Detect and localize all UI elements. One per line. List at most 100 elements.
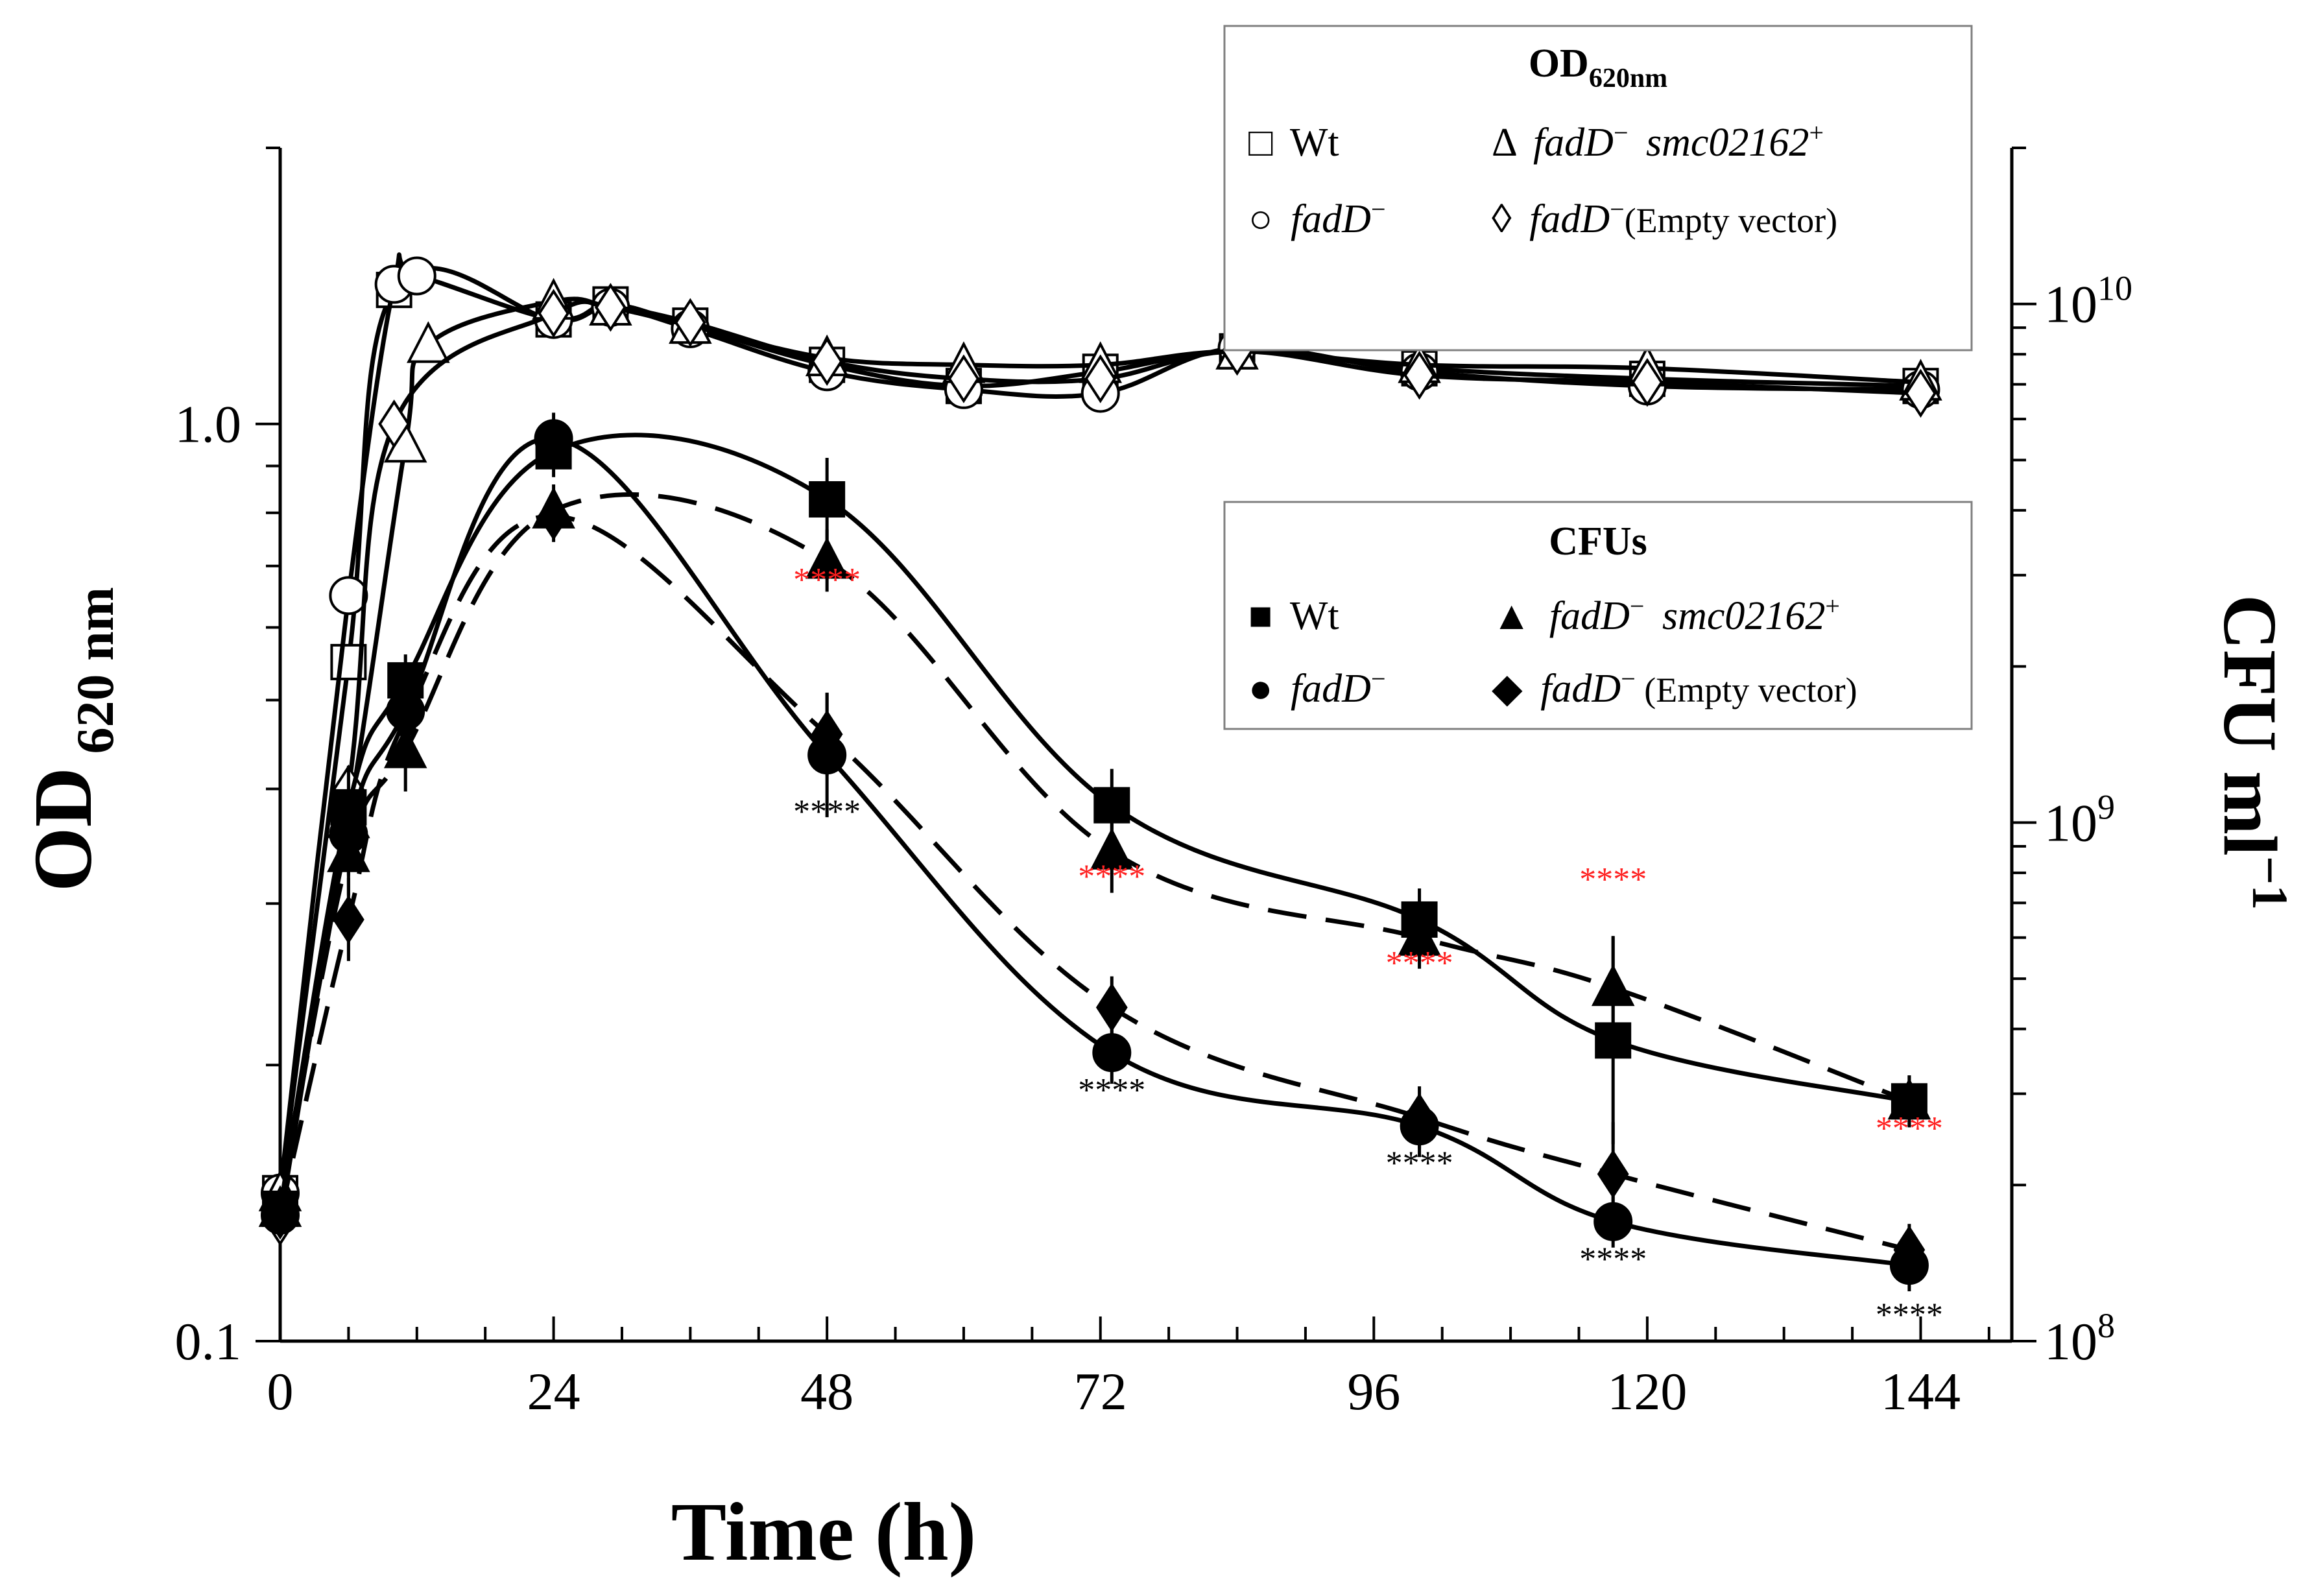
legend-od-entry-empty-vector-label: fadD xyxy=(1529,197,1610,241)
cfu-series-line-circle xyxy=(278,436,1910,1268)
legend-od-box xyxy=(1223,25,1973,351)
legend-cfu-entry-complemented-sup: − xyxy=(1630,591,1645,621)
od-point-triangle xyxy=(407,321,450,363)
od-point-diamond xyxy=(674,298,706,348)
cfu-point-diamond xyxy=(264,1190,296,1240)
square-open-icon: □ xyxy=(1248,121,1273,165)
x-tick-label: 96 xyxy=(1347,1362,1400,1421)
cfu-point-diamond xyxy=(333,895,364,944)
y-right-tick-label: 108 xyxy=(2044,1306,2115,1371)
cfu-point-diamond xyxy=(1095,983,1128,1032)
legend-od-title: OD620nm xyxy=(1529,42,1667,93)
y-right-tick-label: 109 xyxy=(2044,787,2115,852)
significance-label: **** xyxy=(1386,945,1453,982)
cfu-point-diamond xyxy=(538,492,569,541)
legend-cfu-entry-empty-vector-sup: − xyxy=(1621,664,1636,693)
od-point-diamond xyxy=(378,399,411,449)
x-tick-label: 0 xyxy=(267,1362,294,1421)
legend-cfu-entry-fadd: ● fadD− xyxy=(1248,664,1386,711)
legend-od-entry-empty-vector: ◊ fadD−(Empty vector) xyxy=(1492,195,1837,241)
od-point-diamond xyxy=(1403,350,1435,400)
y-left-tick-label: 1.0 xyxy=(175,395,242,454)
cfu-point-square xyxy=(1093,787,1130,824)
legend-cfu-entry-complemented-label: fadD xyxy=(1549,594,1630,638)
y-right-tick-label-exp: 10 xyxy=(2097,269,2132,308)
cfu-point-triangle xyxy=(1090,828,1134,870)
y-right-tick-label-base: 10 xyxy=(2044,1312,2097,1371)
significance-label: **** xyxy=(1386,1145,1453,1182)
od-series-group xyxy=(258,252,1942,1246)
legend-od-entry-fadd: ○ fadD− xyxy=(1248,195,1386,241)
y-right-tick-label: 1010 xyxy=(2044,269,2132,334)
y-axis-left-label-sub: 620 nm xyxy=(66,587,125,767)
legend-cfu-entry-complemented-label2: smc02162 xyxy=(1662,594,1825,638)
od-point-diamond xyxy=(538,289,569,338)
cfu-series-group xyxy=(258,412,1931,1292)
y-right-tick-label-base: 10 xyxy=(2044,793,2097,852)
y-axis-left-label: OD 620 nm xyxy=(17,587,125,892)
y-right-tick-label-exp: 8 xyxy=(2097,1306,2115,1345)
significance-label: **** xyxy=(1078,858,1145,895)
y-axis-right-label-sup: −1 xyxy=(2242,856,2298,910)
y-axis-right-label: CFU ml−1 xyxy=(2208,595,2298,911)
legend-od-title-sub: 620nm xyxy=(1589,64,1667,93)
circle-filled-icon: ● xyxy=(1248,667,1272,711)
legend-cfu-entry-wt: ■ Wt xyxy=(1248,594,1339,638)
cfu-point-circle xyxy=(1092,1033,1132,1073)
square-filled-icon: ■ xyxy=(1248,594,1272,638)
legend-cfu-entry-fadd-sup: − xyxy=(1371,664,1386,693)
significance-label: **** xyxy=(1876,1297,1943,1334)
circle-open-icon: ○ xyxy=(1248,197,1272,241)
legend-od-entry-complemented-label: fadD xyxy=(1533,121,1614,165)
cfu-point-circle xyxy=(534,419,573,459)
cfu-point-triangle xyxy=(1887,1077,1931,1120)
diamond-filled-icon: ◆ xyxy=(1492,667,1523,711)
cfu-point-diamond xyxy=(1893,1225,1926,1274)
triangle-filled-icon: ▲ xyxy=(1492,594,1531,638)
od-point-diamond xyxy=(1631,357,1664,407)
y-left-tick-label: 0.1 xyxy=(175,1312,242,1371)
significance-label: **** xyxy=(793,562,861,599)
legend-od-entry-complemented-label2: smc02162 xyxy=(1646,121,1809,165)
x-tick-label: 24 xyxy=(527,1362,580,1421)
x-tick-label: 72 xyxy=(1074,1362,1127,1421)
cfu-point-diamond xyxy=(389,695,422,744)
x-axis-label: Time (h) xyxy=(671,1486,977,1578)
legend-od-entry-wt: □ Wt xyxy=(1248,121,1339,165)
cfu-point-triangle xyxy=(1591,964,1635,1006)
cfu-point-diamond xyxy=(811,709,843,759)
legend-od-title-main: OD xyxy=(1529,42,1589,86)
cfu-point-diamond xyxy=(1403,1093,1435,1142)
legend-od-entry-complemented-sup2: + xyxy=(1809,118,1824,147)
od-series-line-square xyxy=(278,265,1921,1194)
significance-label: **** xyxy=(1876,1110,1943,1147)
y-axis-right-label-main: CFU ml xyxy=(2208,595,2293,856)
diamond-open-icon: ◊ xyxy=(1492,197,1512,241)
od-point-diamond xyxy=(811,337,843,386)
cfu-point-square xyxy=(809,481,846,518)
od-point-diamond xyxy=(595,283,626,332)
cfu-point-triangle xyxy=(805,537,849,579)
od-series-line-diamond xyxy=(278,299,1921,1222)
legend-od-entry-fadd-sup: − xyxy=(1371,195,1386,224)
x-tick-label: 120 xyxy=(1607,1362,1687,1421)
significance-label: **** xyxy=(1579,1241,1647,1278)
legend-cfu-entry-empty-vector: ◆ fadD− (Empty vector) xyxy=(1492,664,1857,711)
od-point-circle xyxy=(329,576,368,615)
cfu-point-diamond xyxy=(1597,1149,1629,1199)
legend-cfu-box xyxy=(1223,501,1973,730)
legend-cfu-entry-complemented-sup2: + xyxy=(1825,591,1840,621)
legend-od-entry-wt-label: Wt xyxy=(1290,121,1339,165)
axes xyxy=(278,148,2014,1343)
legend-cfu-entry-complemented: ▲ fadD− smc02162+ xyxy=(1492,580,1840,638)
od-point-diamond xyxy=(1905,368,1937,418)
x-tick-label: 48 xyxy=(800,1362,853,1421)
legend-cfu-entry-fadd-label: fadD xyxy=(1291,667,1371,711)
legend-od-entry-complemented-sup: − xyxy=(1614,118,1629,147)
legend-cfu-title: CFUs xyxy=(1549,519,1647,564)
significance-label: **** xyxy=(1579,861,1647,898)
annotations-group: **** **** **** **** **** **** **** **** **** **** xyxy=(793,562,1943,1334)
legend-od-entry-empty-vector-sup: − xyxy=(1610,195,1625,224)
y-axis-left-label-main: OD xyxy=(17,767,109,892)
